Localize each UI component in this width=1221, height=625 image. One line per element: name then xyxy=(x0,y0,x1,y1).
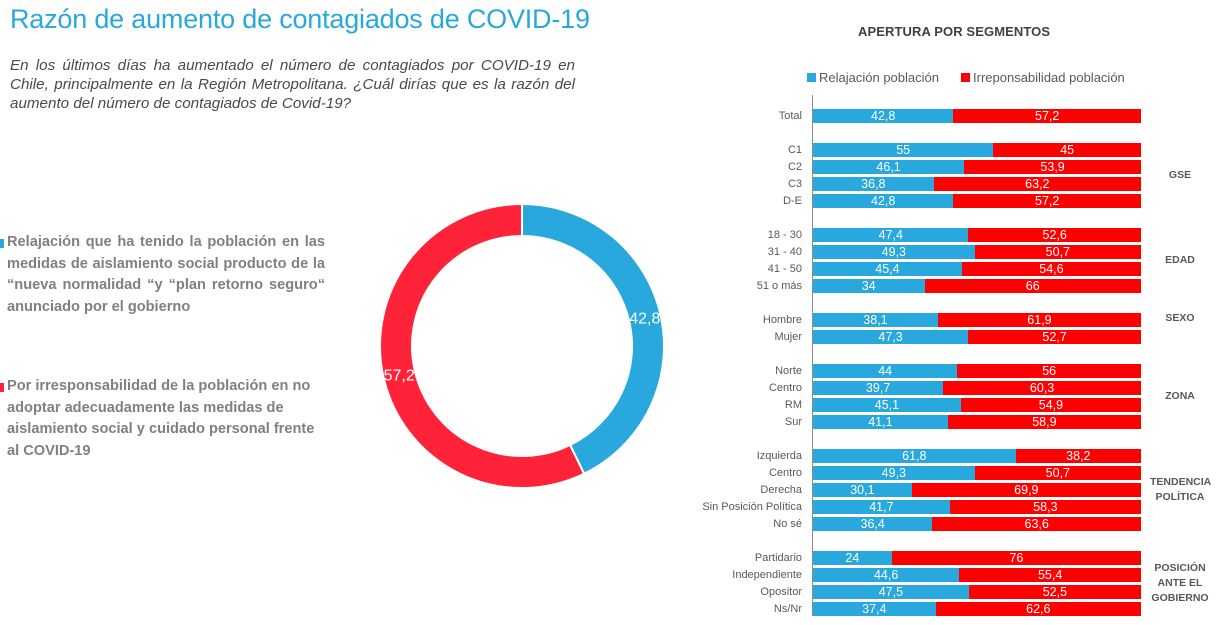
bar-legend-irresponsabilidad: Irreponsabilidad población xyxy=(961,70,1125,85)
row-label: Ns/Nr xyxy=(773,603,802,615)
bar-segment-relajacion: 47,4 xyxy=(813,228,969,242)
bar-segment-irresponsabilidad: 61,9 xyxy=(937,313,1141,327)
bar-segment-relajacion: 30,1 xyxy=(813,483,912,497)
category-axis-line xyxy=(812,95,813,616)
bar-segment-relajacion: 49,3 xyxy=(813,245,975,259)
bar-segment-irresponsabilidad: 50,7 xyxy=(974,466,1141,480)
bar-segment-irresponsabilidad: 66 xyxy=(924,279,1141,293)
donut-legend-relajacion-text: Relajación que ha tenido la población en… xyxy=(7,234,325,315)
bar-segment-relajacion: 39,7 xyxy=(813,381,944,395)
row-label: No sé xyxy=(773,518,802,530)
row-label: Izquierda xyxy=(756,450,802,462)
group-label: ZONA xyxy=(1165,390,1195,402)
row-label: Total xyxy=(778,110,802,122)
bar-legend-relajacion-text: Relajación población xyxy=(819,70,939,85)
legend-swatch-irresponsabilidad xyxy=(961,73,970,82)
bar-segment-irresponsabilidad: 56 xyxy=(957,364,1141,378)
row-label: Partidario xyxy=(754,552,802,564)
row-label: 41 - 50 xyxy=(767,263,802,275)
page-title: Razón de aumento de contagiados de COVID… xyxy=(10,4,590,34)
group-label: EDAD xyxy=(1165,254,1195,266)
group-label: GSE xyxy=(1168,169,1192,181)
row-label: Mujer xyxy=(774,331,802,343)
survey-question: En los últimos días ha aumentado el núme… xyxy=(10,57,575,112)
bar-segment-irresponsabilidad: 58,9 xyxy=(947,415,1141,429)
row-label: Norte xyxy=(775,365,802,377)
donut-legend-relajacion: Relajación que ha tenido la población en… xyxy=(0,232,325,318)
donut-slice-relajacion-label: 42,8 xyxy=(629,311,660,328)
bar-segment-relajacion: 38,1 xyxy=(813,313,938,327)
donut-legend-irresponsabilidad: Por irresponsabilidad de la población en… xyxy=(0,376,327,462)
bar-segment-irresponsabilidad: 54,9 xyxy=(960,398,1141,412)
bar-segment-irresponsabilidad: 76 xyxy=(891,551,1141,565)
group-label: POSICIÓN ANTE EL GOBIERNO xyxy=(1151,562,1209,604)
group-label: TENDENCIA POLÍTICA xyxy=(1150,476,1212,503)
row-label: RM xyxy=(784,399,802,411)
bar-segment-irresponsabilidad: 45 xyxy=(993,143,1141,157)
bar-segment-relajacion: 42,8 xyxy=(813,194,954,208)
bar-segment-irresponsabilidad: 69,9 xyxy=(911,483,1141,497)
bar-segment-relajacion: 55 xyxy=(813,143,994,157)
bar-segment-irresponsabilidad: 57,2 xyxy=(953,194,1141,208)
row-label: Centro xyxy=(768,382,802,394)
donut-slice-irresponsabilidad xyxy=(379,202,586,489)
row-label: D-E xyxy=(783,195,802,207)
segments-chart-title: APERTURA POR SEGMENTOS xyxy=(858,24,1051,39)
bar-segment-relajacion: 41,7 xyxy=(813,500,950,514)
bar-segment-irresponsabilidad: 38,2 xyxy=(1015,449,1141,463)
bar-segment-irresponsabilidad: 54,6 xyxy=(961,262,1141,276)
bar-segment-irresponsabilidad: 55,4 xyxy=(959,568,1141,582)
bar-segment-relajacion: 34 xyxy=(813,279,925,293)
bar-segment-relajacion: 45,1 xyxy=(813,398,961,412)
row-label: C1 xyxy=(787,144,802,156)
row-label: 31 - 40 xyxy=(767,246,802,258)
bar-segment-irresponsabilidad: 52,7 xyxy=(968,330,1141,344)
bar-segment-relajacion: 46,1 xyxy=(813,160,965,174)
bar-segment-irresponsabilidad: 63,2 xyxy=(933,177,1141,191)
bar-legend-irresponsabilidad-text: Irreponsabilidad población xyxy=(973,70,1125,85)
legend-swatch-relajacion xyxy=(807,73,816,82)
bar-legend-relajacion: Relajación población xyxy=(807,70,939,85)
bar-segment-relajacion: 44,6 xyxy=(813,568,960,582)
legend-marker-relajacion xyxy=(0,239,4,248)
row-label: Sin Posición Política xyxy=(702,501,802,513)
bar-segment-relajacion: 49,3 xyxy=(813,466,975,480)
row-label: Hombre xyxy=(762,314,802,326)
bar-segment-relajacion: 45,4 xyxy=(813,262,962,276)
group-label: SEXO xyxy=(1165,311,1195,324)
row-label: Derecha xyxy=(760,484,802,496)
row-label: Centro xyxy=(768,467,802,479)
donut-legend-irresponsabilidad-text: Por irresponsabilidad de la población en… xyxy=(7,378,315,459)
bar-segment-irresponsabilidad: 57,2 xyxy=(953,109,1141,123)
legend-marker-irresponsabilidad xyxy=(0,383,4,392)
row-label: C3 xyxy=(787,178,802,190)
bar-segment-relajacion: 42,8 xyxy=(813,109,954,123)
row-label: Sur xyxy=(784,416,802,428)
row-label: 51 o más xyxy=(756,280,802,292)
bar-segment-relajacion: 37,4 xyxy=(813,602,936,616)
bar-segment-irresponsabilidad: 52,6 xyxy=(968,228,1141,242)
row-label: Independiente xyxy=(732,569,802,581)
row-label: Opositor xyxy=(760,586,802,598)
donut-slice-relajacion xyxy=(521,202,665,476)
bar-segment-irresponsabilidad: 60,3 xyxy=(943,381,1141,395)
bar-segment-relajacion: 61,8 xyxy=(813,449,1016,463)
row-label: C2 xyxy=(787,161,802,173)
donut-slice-irresponsabilidad-label: 57,2 xyxy=(384,367,415,384)
bar-segment-irresponsabilidad: 52,5 xyxy=(968,585,1141,599)
row-label: 18 - 30 xyxy=(767,229,802,241)
bar-segment-irresponsabilidad: 50,7 xyxy=(974,245,1141,259)
bar-segment-relajacion: 41,1 xyxy=(813,415,948,429)
bar-segment-relajacion: 36,4 xyxy=(813,517,933,531)
bar-segment-relajacion: 44 xyxy=(813,364,958,378)
bar-segment-relajacion: 47,5 xyxy=(813,585,969,599)
bar-segment-relajacion: 24 xyxy=(813,551,892,565)
bar-segment-irresponsabilidad: 62,6 xyxy=(935,602,1141,616)
bar-segment-relajacion: 47,3 xyxy=(813,330,969,344)
bar-segment-relajacion: 36,8 xyxy=(813,177,934,191)
bar-segment-irresponsabilidad: 53,9 xyxy=(964,160,1141,174)
bar-segment-irresponsabilidad: 58,3 xyxy=(949,500,1141,514)
bar-segment-irresponsabilidad: 63,6 xyxy=(932,517,1141,531)
